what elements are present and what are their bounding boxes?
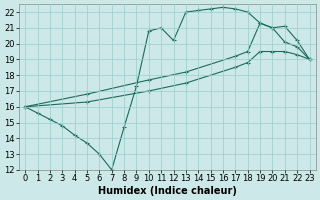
X-axis label: Humidex (Indice chaleur): Humidex (Indice chaleur) xyxy=(98,186,237,196)
